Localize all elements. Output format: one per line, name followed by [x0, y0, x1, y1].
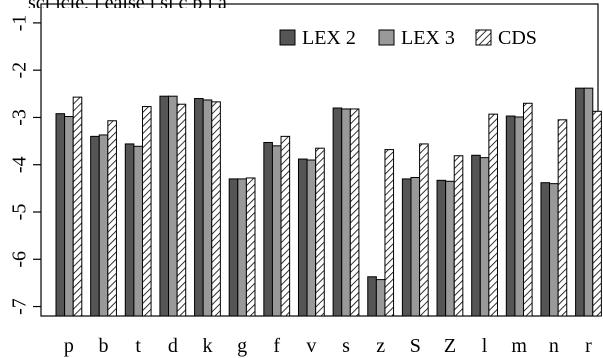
bar-lex-2-n — [540, 182, 551, 317]
x-tick-label: t — [135, 335, 141, 357]
bar-cds-n — [557, 119, 568, 317]
bar-lex-2-Z — [436, 179, 447, 317]
x-tick-label: s — [342, 335, 350, 357]
bar-cds-k — [211, 101, 221, 317]
x-tick-label: m — [511, 335, 527, 357]
bar-lex-2-g — [228, 178, 239, 317]
bar-lex-3-k — [202, 99, 213, 317]
bar-lex-3-r — [583, 87, 594, 317]
x-tick-label: r — [585, 335, 592, 357]
bar-lex-3-g — [237, 178, 247, 317]
legend-swatch — [279, 29, 296, 46]
bar-lex-3-b — [98, 134, 109, 317]
cropped-header-text: scl icle, l ealse i sl c p i a — [28, 0, 227, 14]
bar-cds-r — [592, 110, 602, 317]
legend-label: LEX 3 — [401, 27, 455, 49]
bar-lex-2-m — [505, 115, 516, 317]
bar-lex-3-Z — [445, 180, 455, 317]
bar-cds-b — [107, 120, 117, 317]
legend-swatch — [378, 29, 395, 46]
y-tick-label: -5 — [9, 204, 31, 221]
bar-cds-S — [419, 143, 429, 317]
bar-lex-2-S — [401, 178, 412, 317]
y-tick-label: -1 — [9, 15, 31, 32]
x-tick-label: v — [306, 335, 316, 357]
bar-cds-g — [245, 177, 256, 317]
y-tick-label: -2 — [9, 62, 31, 79]
bar-cds-z — [384, 149, 395, 317]
bar-lex-3-S — [410, 176, 421, 317]
bar-lex-3-f — [271, 145, 282, 317]
bar-lex-3-p — [64, 116, 74, 317]
x-tick-label: d — [168, 335, 178, 357]
x-tick-label: l — [482, 335, 488, 357]
x-tick-label: b — [99, 335, 109, 357]
bar-lex-2-v — [297, 158, 308, 317]
x-tick-label: k — [202, 335, 212, 357]
x-tick-label: g — [237, 335, 247, 357]
bar-cds-p — [72, 96, 83, 317]
bar-cds-Z — [453, 155, 464, 317]
legend-label: LEX 2 — [302, 27, 356, 49]
bar-lex-2-r — [575, 87, 585, 317]
y-tick-label: -4 — [9, 156, 31, 173]
legend: LEX 2 LEX 3 CDS — [279, 27, 537, 49]
bar-lex-2-b — [90, 135, 100, 317]
bar-cds-f — [280, 135, 291, 317]
bar-lex-2-l — [471, 154, 481, 317]
bar-lex-3-d — [168, 95, 178, 317]
bar-lex-3-v — [306, 159, 317, 317]
y-axis: -1 -2 -3 -4 -5 -6 -7 — [9, 15, 41, 315]
bar-lex-3-n — [549, 183, 559, 317]
bar-lex-2-k — [194, 98, 204, 317]
x-tick-label: S — [410, 335, 421, 357]
y-tick-label: -6 — [9, 251, 31, 268]
x-tick-label: f — [273, 335, 280, 357]
legend-label: CDS — [498, 27, 537, 49]
bar-lex-2-p — [55, 113, 66, 317]
x-tick-label: p — [64, 335, 74, 357]
bar-cds-s — [349, 108, 360, 317]
bar-lex-3-l — [479, 157, 490, 317]
x-tick-label: Z — [444, 335, 456, 357]
x-tick-label: n — [549, 335, 559, 357]
y-tick-label: -7 — [9, 298, 31, 315]
bar-lex-3-t — [133, 145, 143, 317]
bar-lex-2-z — [367, 276, 377, 317]
legend-swatch — [475, 29, 492, 46]
bar-cds-m — [523, 102, 533, 317]
bar-lex-2-f — [263, 142, 273, 317]
bar-cds-l — [488, 113, 498, 317]
bar-lex-2-d — [159, 95, 170, 317]
x-tick-label: z — [376, 335, 385, 357]
bar-cds-d — [176, 103, 187, 317]
bar-cds-t — [141, 106, 152, 317]
bar-lex-3-z — [375, 279, 386, 317]
bar-lex-2-t — [124, 143, 135, 317]
y-tick-label: -3 — [9, 109, 31, 126]
bars-group — [55, 87, 602, 317]
bar-lex-3-m — [514, 116, 525, 317]
bar-lex-3-s — [341, 108, 351, 317]
bar-lex-2-s — [332, 107, 343, 317]
bar-cds-v — [315, 147, 325, 317]
